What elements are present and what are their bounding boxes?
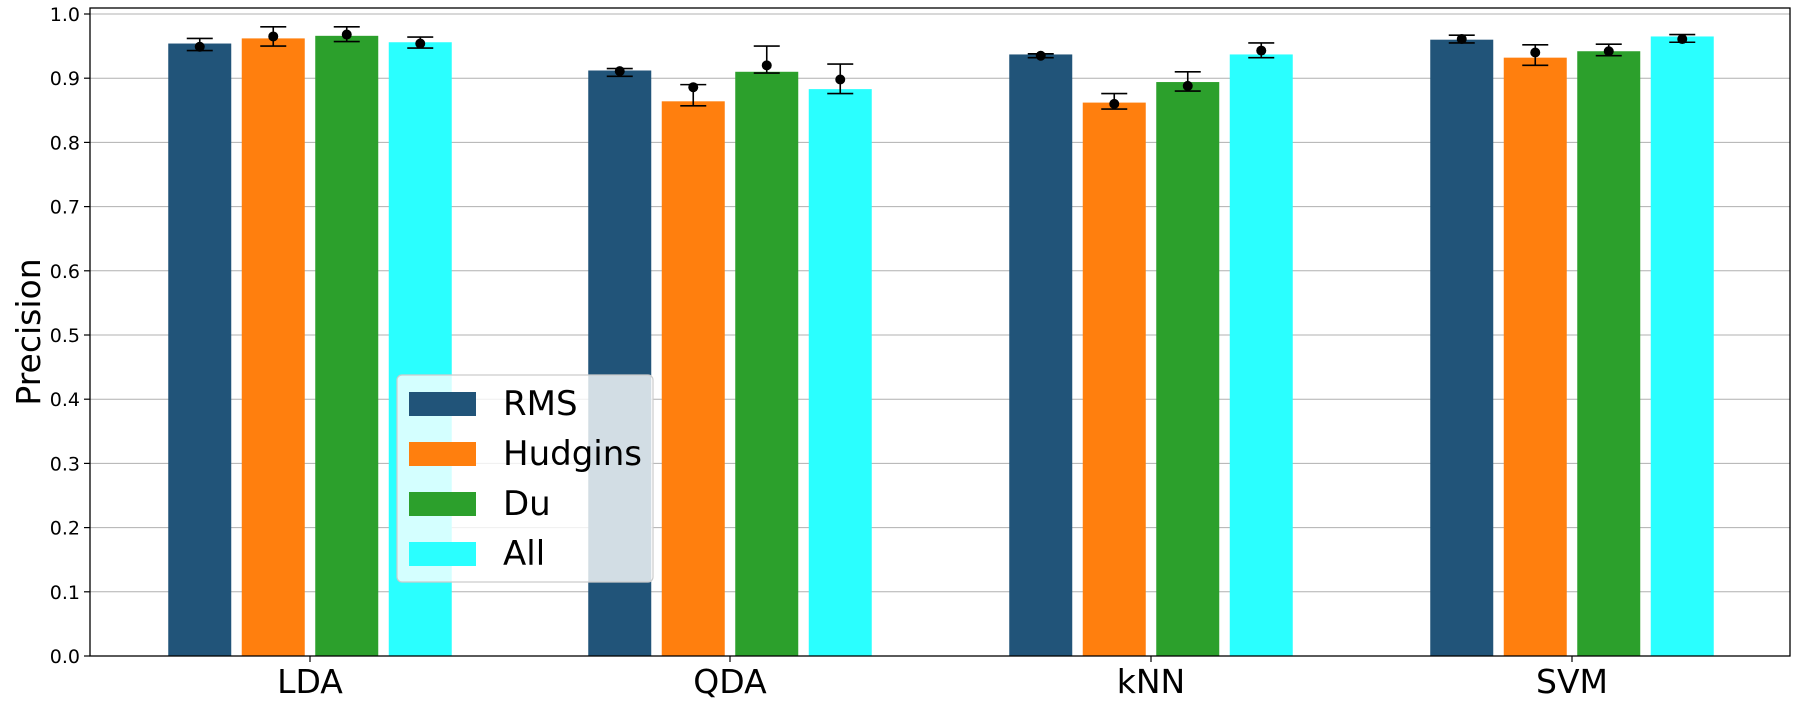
error-bars-group — [186, 26, 1696, 110]
bar-qda-du — [735, 71, 799, 656]
bar-knn-du — [1156, 82, 1220, 656]
legend-swatch-all — [409, 542, 476, 566]
legend-label-du: Du — [503, 484, 551, 524]
x-axis: LDA QDA kNN SVM — [277, 656, 1608, 701]
mean-point — [1035, 50, 1046, 61]
y-axis: 0.0 0.1 0.2 0.3 0.4 0.5 0.6 0.7 0.8 0.9 1.0 — [50, 4, 90, 668]
y-tick-label: 0.8 — [50, 132, 80, 154]
mean-point — [1677, 34, 1688, 45]
mean-point — [194, 41, 205, 52]
legend-swatch-rms — [409, 392, 476, 416]
bar-svm-hudgins — [1503, 57, 1567, 656]
x-tick-label: kNN — [1117, 662, 1185, 701]
x-tick-label: QDA — [693, 662, 767, 701]
mean-point — [614, 66, 625, 77]
y-tick-label: 0.2 — [50, 518, 80, 540]
y-axis-title: Precision — [9, 258, 48, 405]
legend-swatch-du — [409, 492, 476, 516]
bar-qda-all — [808, 89, 872, 656]
bar-lda-hudgins — [241, 38, 305, 657]
bar-qda-hudgins — [661, 101, 725, 656]
y-tick-label: 0.0 — [50, 646, 80, 668]
legend-label-all: All — [503, 534, 545, 574]
mean-point — [1530, 47, 1541, 58]
mean-point — [761, 60, 772, 71]
y-tick-label: 1.0 — [50, 4, 80, 26]
bar-svm-du — [1577, 51, 1641, 656]
x-tick-label: SVM — [1536, 662, 1608, 701]
mean-point — [1256, 45, 1267, 56]
legend-swatch-hudgins — [409, 442, 476, 466]
bar-lda-rms — [168, 43, 232, 657]
bar-lda-du — [315, 35, 379, 656]
bar-svm-rms — [1430, 39, 1494, 657]
bar-knn-rms — [1009, 54, 1073, 657]
x-tick-label: LDA — [277, 662, 343, 701]
y-tick-label: 0.7 — [50, 197, 80, 219]
y-tick-label: 0.3 — [50, 453, 80, 475]
bar-knn-hudgins — [1082, 102, 1146, 656]
legend-box — [396, 374, 654, 583]
mean-point — [1603, 46, 1614, 57]
y-tick-label: 0.1 — [50, 582, 80, 604]
mean-point — [341, 29, 352, 40]
mean-point — [1182, 80, 1193, 91]
mean-point — [1456, 34, 1467, 45]
legend-label-hudgins: Hudgins — [503, 434, 642, 474]
y-tick-label: 0.4 — [50, 389, 80, 411]
mean-point — [1109, 98, 1120, 109]
mean-point — [268, 31, 279, 42]
mean-point — [835, 74, 846, 85]
bar-svm-all — [1650, 36, 1714, 657]
mean-point — [688, 82, 699, 93]
mean-point — [415, 38, 426, 49]
y-tick-label: 0.5 — [50, 325, 80, 347]
legend: RMS Hudgins Du All — [396, 374, 654, 583]
y-tick-label: 0.9 — [50, 68, 80, 90]
bar-knn-all — [1229, 54, 1293, 657]
legend-label-rms: RMS — [503, 384, 578, 424]
plot-frame — [89, 7, 1791, 657]
y-tick-label: 0.6 — [50, 261, 80, 283]
